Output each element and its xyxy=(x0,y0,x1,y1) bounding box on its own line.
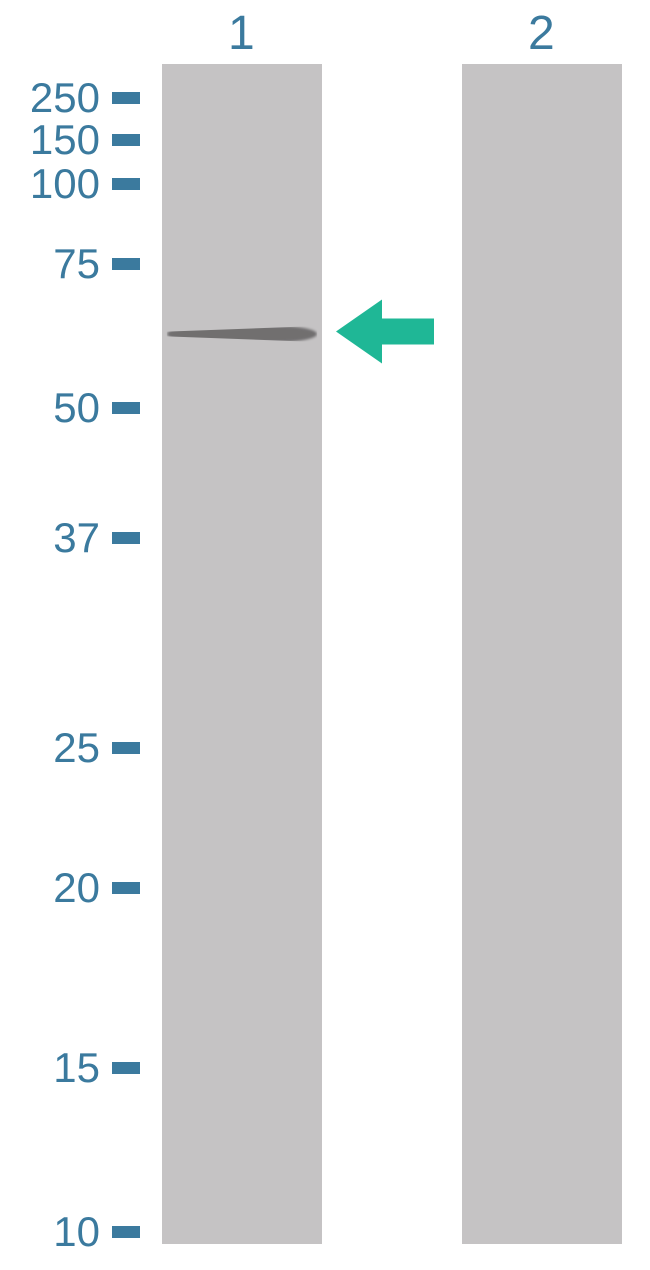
mw-marker-37: 37 xyxy=(53,514,100,562)
mw-tick-150 xyxy=(112,134,140,146)
mw-marker-25: 25 xyxy=(53,724,100,772)
mw-tick-75 xyxy=(112,258,140,270)
mw-tick-37 xyxy=(112,532,140,544)
mw-marker-20: 20 xyxy=(53,864,100,912)
mw-tick-250 xyxy=(112,92,140,104)
mw-tick-15 xyxy=(112,1062,140,1074)
mw-marker-75: 75 xyxy=(53,240,100,288)
target-band-arrow xyxy=(336,300,434,369)
lane-2 xyxy=(462,64,622,1244)
lane-1-label: 1 xyxy=(228,6,255,61)
mw-tick-10 xyxy=(112,1226,140,1238)
mw-marker-10: 10 xyxy=(53,1208,100,1256)
mw-tick-20 xyxy=(112,882,140,894)
western-blot-figure: 1 2 250150100 75 50 37 25 20 15 10 xyxy=(0,0,650,1270)
mw-tick-50 xyxy=(112,402,140,414)
mw-marker-250: 250 xyxy=(30,74,100,122)
mw-marker-100: 100 xyxy=(30,160,100,208)
mw-marker-15: 15 xyxy=(53,1044,100,1092)
mw-marker-150: 150 xyxy=(30,116,100,164)
mw-tick-100 xyxy=(112,178,140,190)
lane-2-label: 2 xyxy=(528,6,555,61)
lane-1 xyxy=(162,64,322,1244)
mw-marker-50: 50 xyxy=(53,384,100,432)
mw-tick-25 xyxy=(112,742,140,754)
